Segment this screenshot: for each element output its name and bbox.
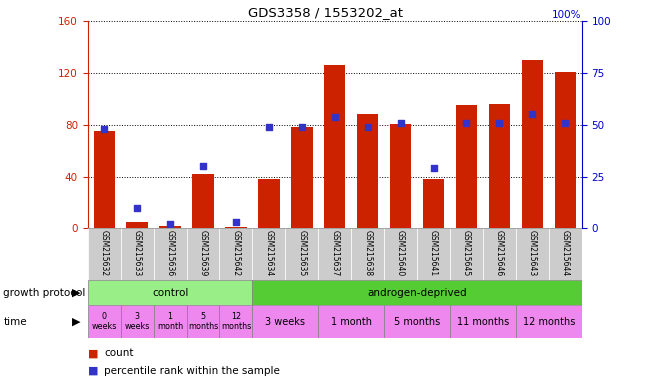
Bar (258, 179, 280, 228)
Bar (291, 127, 313, 228)
Text: GSM215644: GSM215644 (561, 230, 570, 276)
Point (395, 120, 406, 126)
Bar (285, 228, 318, 280)
Text: 11 months: 11 months (457, 316, 509, 327)
Text: 12
months: 12 months (221, 312, 251, 331)
Bar (226, 227, 246, 228)
Text: GSM215645: GSM215645 (462, 230, 471, 276)
Text: GSM215643: GSM215643 (528, 230, 537, 276)
Bar (318, 305, 384, 338)
Bar (252, 305, 318, 338)
Bar (384, 305, 450, 338)
Bar (351, 228, 384, 280)
Bar (390, 124, 411, 228)
Text: GSM215633: GSM215633 (133, 230, 142, 276)
Bar (483, 228, 516, 280)
Point (132, 205, 142, 211)
Text: time: time (3, 316, 27, 327)
Bar (252, 280, 582, 305)
Point (363, 124, 373, 130)
Bar (187, 228, 220, 280)
Bar (450, 305, 516, 338)
Text: GSM215646: GSM215646 (495, 230, 504, 276)
Text: 0
weeks: 0 weeks (92, 312, 117, 331)
Text: 1 month: 1 month (331, 316, 372, 327)
Bar (554, 72, 576, 228)
Bar (121, 228, 153, 280)
Bar (159, 226, 181, 228)
Bar (384, 228, 417, 280)
Text: GSM215641: GSM215641 (429, 230, 438, 276)
Bar (516, 228, 549, 280)
Text: 1
month: 1 month (157, 312, 183, 331)
Text: 12 months: 12 months (523, 316, 575, 327)
Point (165, 221, 176, 227)
Text: GDS3358 / 1553202_at: GDS3358 / 1553202_at (248, 6, 402, 19)
Point (198, 163, 208, 169)
Text: GSM215636: GSM215636 (166, 230, 175, 276)
Text: GSM215638: GSM215638 (363, 230, 372, 276)
Bar (153, 305, 187, 338)
Bar (88, 280, 252, 305)
Point (428, 165, 439, 171)
Text: percentile rank within the sample: percentile rank within the sample (104, 366, 280, 376)
Bar (187, 305, 220, 338)
Text: 3
weeks: 3 weeks (124, 312, 150, 331)
Bar (192, 174, 214, 228)
Bar (522, 60, 543, 228)
Bar (324, 65, 345, 228)
Text: GSM215639: GSM215639 (198, 230, 207, 276)
Text: ▶: ▶ (72, 288, 81, 298)
Text: GSM215634: GSM215634 (265, 230, 274, 276)
Bar (318, 228, 351, 280)
Text: ■: ■ (88, 348, 98, 358)
Bar (450, 228, 483, 280)
Bar (456, 105, 477, 228)
Point (99, 126, 109, 132)
Text: growth protocol: growth protocol (3, 288, 86, 298)
Bar (121, 305, 153, 338)
Bar (549, 228, 582, 280)
Text: ▶: ▶ (72, 316, 81, 327)
Text: 100%: 100% (552, 10, 582, 20)
Point (231, 219, 241, 225)
Bar (88, 228, 121, 280)
Bar (489, 104, 510, 228)
Point (527, 111, 538, 118)
Bar (127, 222, 148, 228)
Point (462, 120, 472, 126)
Point (494, 120, 504, 126)
Text: control: control (152, 288, 188, 298)
Text: GSM215632: GSM215632 (99, 230, 109, 276)
Bar (220, 228, 252, 280)
Text: ■: ■ (88, 366, 98, 376)
Text: GSM215640: GSM215640 (396, 230, 405, 276)
Bar (153, 228, 187, 280)
Text: GSM215637: GSM215637 (330, 230, 339, 276)
Bar (220, 305, 252, 338)
Bar (357, 114, 378, 228)
Text: 3 weeks: 3 weeks (265, 316, 306, 327)
Bar (252, 228, 285, 280)
Point (296, 124, 307, 130)
Text: 5 months: 5 months (394, 316, 440, 327)
Point (264, 124, 274, 130)
Point (330, 113, 340, 119)
Text: GSM215642: GSM215642 (231, 230, 240, 276)
Text: GSM215635: GSM215635 (297, 230, 306, 276)
Bar (88, 305, 121, 338)
Bar (423, 179, 444, 228)
Text: count: count (104, 348, 133, 358)
Text: 5
months: 5 months (188, 312, 218, 331)
Bar (516, 305, 582, 338)
Bar (417, 228, 450, 280)
Point (560, 120, 571, 126)
Bar (94, 131, 115, 228)
Text: androgen-deprived: androgen-deprived (367, 288, 467, 298)
